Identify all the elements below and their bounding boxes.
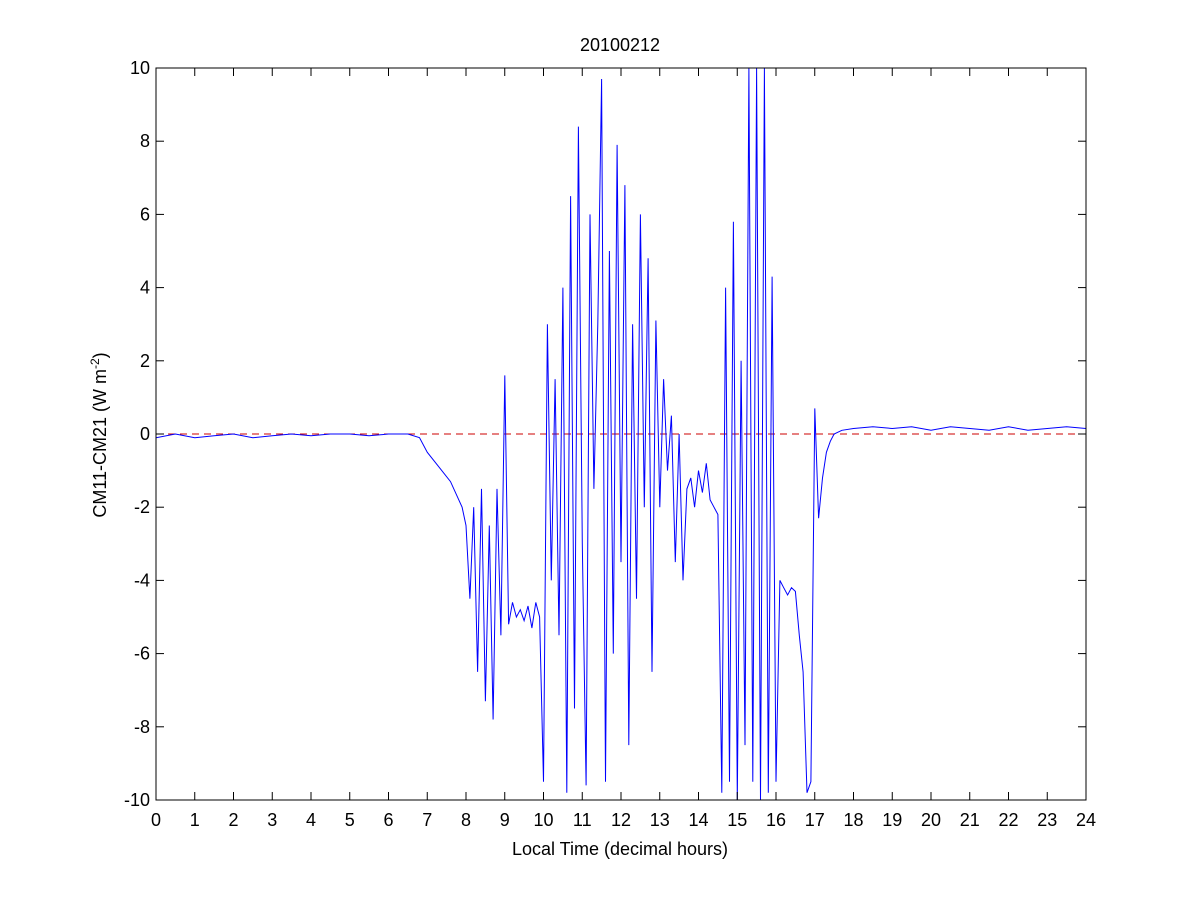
y-tick-label: -10 [124, 790, 150, 810]
x-tick-label: 8 [461, 810, 471, 830]
y-tick-label: 6 [140, 204, 150, 224]
x-tick-label: 11 [573, 810, 592, 830]
y-axis-label: CM11-CM21 (W m-2) [88, 352, 110, 517]
y-tick-label: -6 [134, 644, 150, 664]
y-tick-label: -8 [134, 717, 150, 737]
chart-title: 20100212 [580, 35, 660, 55]
y-tick-label: 8 [140, 131, 150, 151]
x-tick-label: 21 [960, 810, 980, 830]
y-tick-label: -4 [134, 570, 150, 590]
x-tick-label: 4 [306, 810, 316, 830]
x-tick-label: 14 [688, 810, 708, 830]
x-tick-label: 17 [805, 810, 825, 830]
x-tick-label: 9 [500, 810, 510, 830]
x-tick-label: 3 [267, 810, 277, 830]
y-axis-label-close: ) [90, 352, 110, 358]
x-tick-label: 12 [611, 810, 631, 830]
x-tick-label: 13 [650, 810, 670, 830]
y-tick-label: 2 [140, 351, 150, 371]
x-tick-label: 23 [1037, 810, 1057, 830]
x-tick-label: 19 [882, 810, 902, 830]
x-tick-label: 22 [998, 810, 1018, 830]
x-tick-label: 1 [190, 810, 200, 830]
y-tick-label: 10 [130, 58, 150, 78]
x-tick-label: 24 [1076, 810, 1096, 830]
x-tick-label: 18 [843, 810, 863, 830]
y-tick-label: 0 [140, 424, 150, 444]
series-line-0 [156, 68, 1086, 800]
y-axis-label-superscript: -2 [88, 358, 102, 369]
x-tick-label: 16 [766, 810, 786, 830]
x-tick-label: 6 [383, 810, 393, 830]
y-tick-label: 4 [140, 278, 150, 298]
x-tick-label: 7 [422, 810, 432, 830]
x-tick-label: 15 [727, 810, 747, 830]
x-tick-label: 10 [533, 810, 553, 830]
x-tick-label: 5 [345, 810, 355, 830]
y-axis-label-main: CM11-CM21 (W m [90, 369, 110, 518]
y-tick-label: -2 [134, 497, 150, 517]
x-tick-label: 20 [921, 810, 941, 830]
x-tick-label: 2 [228, 810, 238, 830]
x-tick-label: 0 [151, 810, 161, 830]
x-axis-label: Local Time (decimal hours) [512, 839, 728, 859]
